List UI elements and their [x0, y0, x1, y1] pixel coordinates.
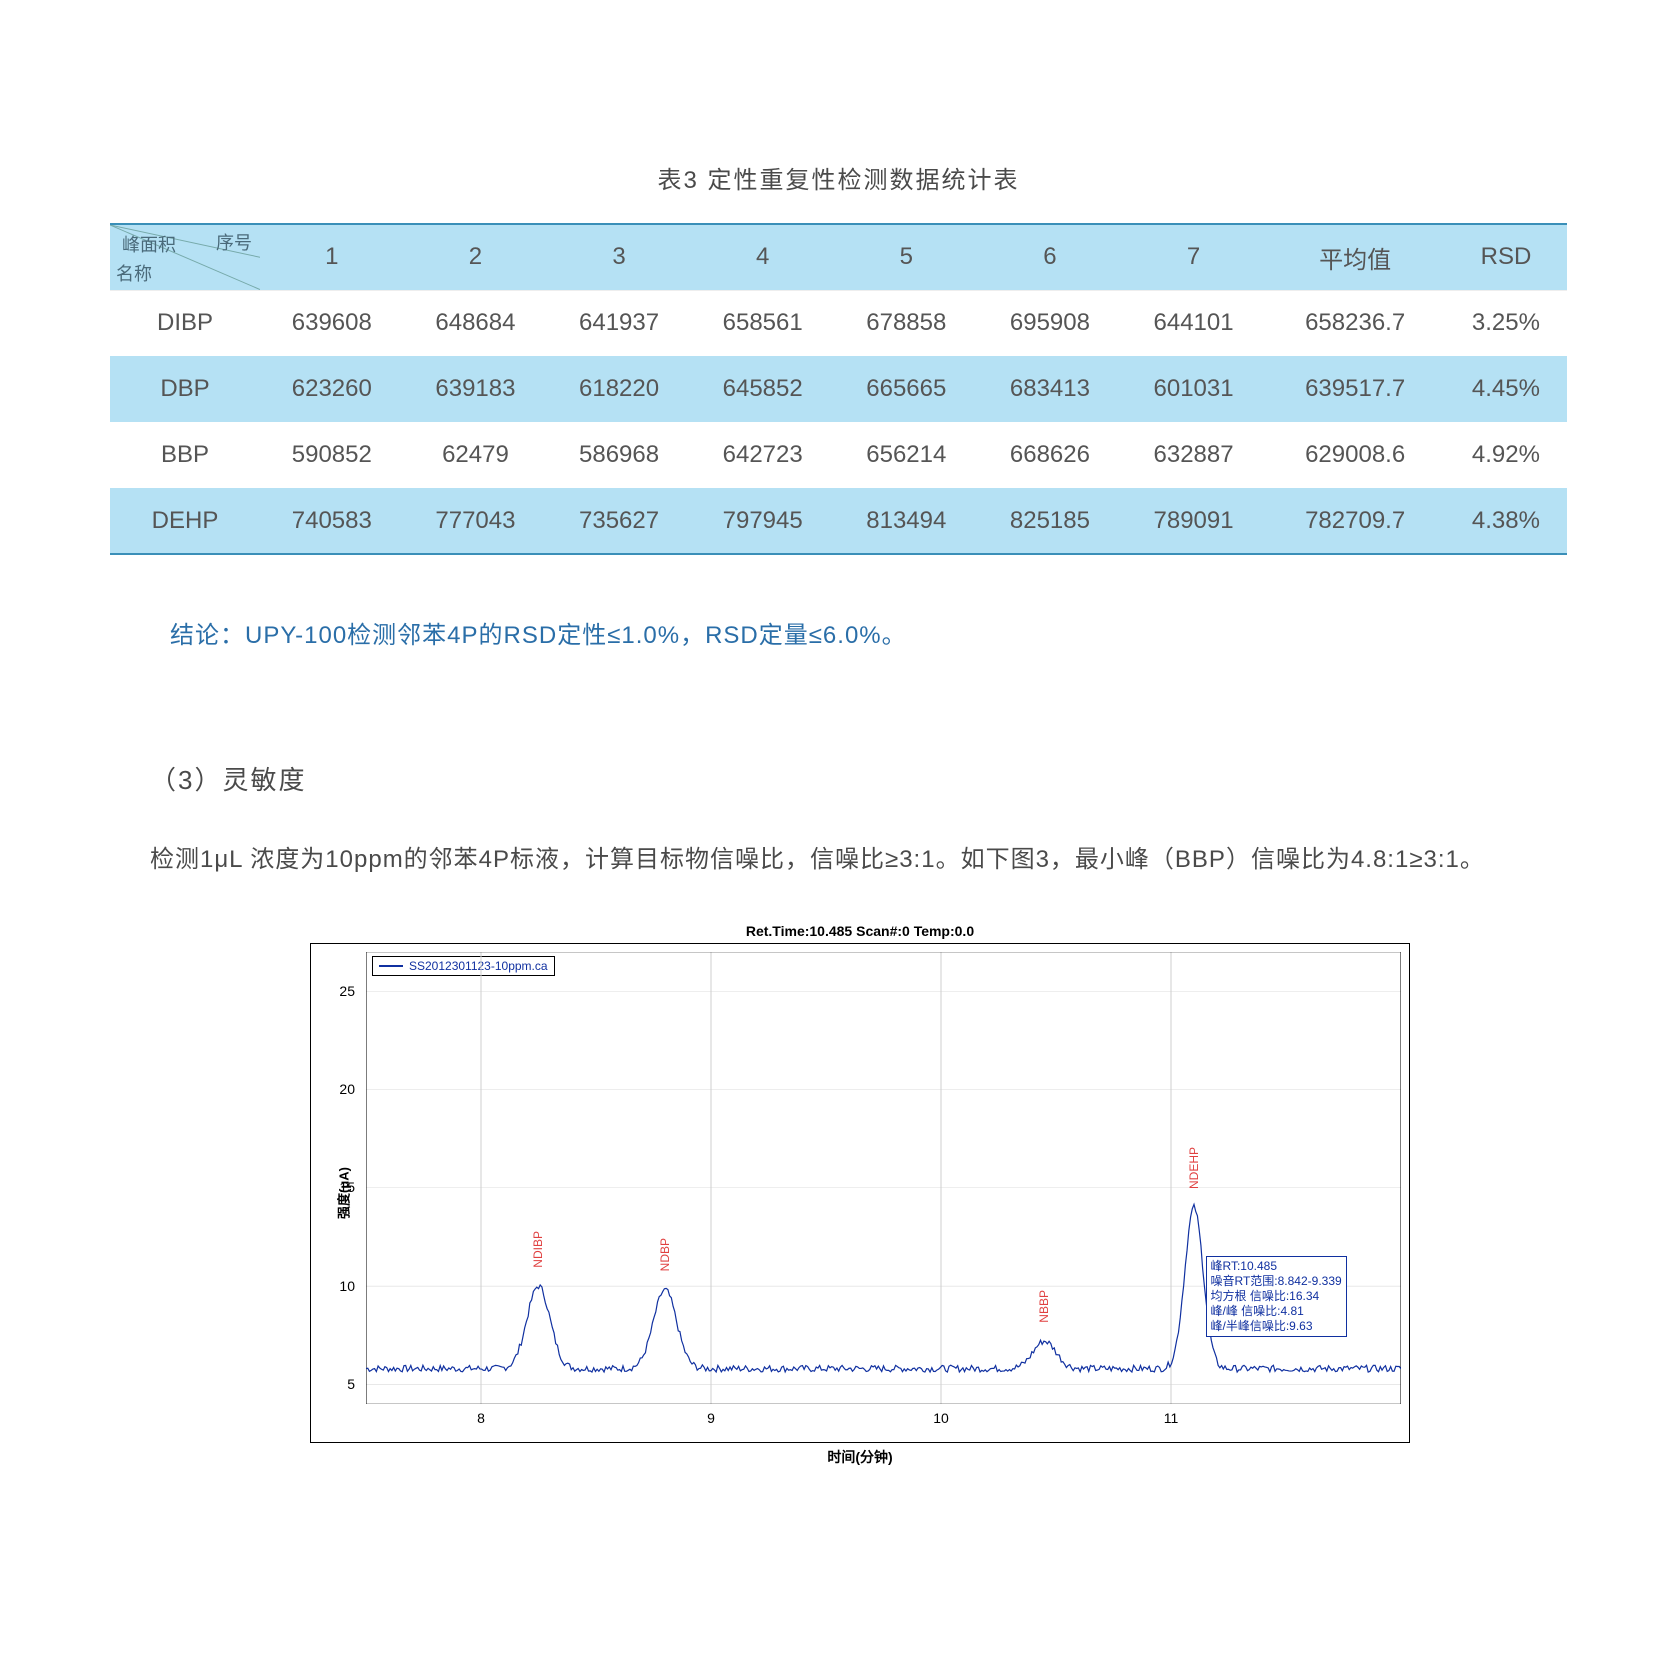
x-tick: 10 [933, 1410, 949, 1426]
cell: 62479 [404, 422, 548, 488]
table-title: 表3 定性重复性检测数据统计表 [110, 160, 1567, 195]
cell: 695908 [978, 290, 1122, 356]
row-name: DIBP [110, 290, 260, 356]
cell: 639183 [404, 356, 548, 422]
cell: 789091 [1122, 488, 1266, 554]
info-line: 噪音RT范围:8.842-9.339 [1211, 1274, 1342, 1289]
col-3: 3 [547, 224, 691, 290]
section-heading: （3）灵敏度 [150, 760, 1567, 797]
col-6: 6 [978, 224, 1122, 290]
data-table: 序号 峰面积 名称 1 2 3 4 5 6 7 平均值 RSD DIBP6396… [110, 223, 1567, 555]
cell: 642723 [691, 422, 835, 488]
chromatogram-chart: Ret.Time:10.485 Scan#:0 Temp:0.0 强度(μA) … [310, 923, 1410, 1467]
cell: 740583 [260, 488, 404, 554]
cell: 782709.7 [1265, 488, 1445, 554]
col-1: 1 [260, 224, 404, 290]
cell: 668626 [978, 422, 1122, 488]
col-2: 2 [404, 224, 548, 290]
col-4: 4 [691, 224, 835, 290]
cell: 658561 [691, 290, 835, 356]
y-tick: 5 [347, 1376, 355, 1392]
peak-label: NDIBP [531, 1231, 545, 1268]
peak-label: NDEHP [1187, 1147, 1201, 1189]
chart-title: Ret.Time:10.485 Scan#:0 Temp:0.0 [310, 923, 1410, 939]
chart-frame: 强度(μA) 510152025 SS2012301123-10ppm.ca N… [310, 943, 1410, 1443]
cell: 623260 [260, 356, 404, 422]
col-avg: 平均值 [1265, 224, 1445, 290]
cell: 678858 [835, 290, 979, 356]
cell: 639517.7 [1265, 356, 1445, 422]
cell: 813494 [835, 488, 979, 554]
cell: 618220 [547, 356, 691, 422]
cell: 3.25% [1445, 290, 1567, 356]
x-tick: 9 [707, 1410, 715, 1426]
x-tick: 11 [1164, 1410, 1179, 1426]
paragraph-text: 检测1μL 浓度为10ppm的邻苯4P标液，计算目标物信噪比，信噪比≥3:1。如… [150, 837, 1537, 883]
peak-label: NDBP [658, 1238, 672, 1271]
corner-top: 序号 [216, 229, 252, 255]
cell: 590852 [260, 422, 404, 488]
cell: 777043 [404, 488, 548, 554]
info-line: 峰/峰 信噪比:4.81 [1211, 1304, 1342, 1319]
row-name: DBP [110, 356, 260, 422]
info-line: 均方根 信噪比:16.34 [1211, 1289, 1342, 1304]
col-5: 5 [835, 224, 979, 290]
cell: 601031 [1122, 356, 1266, 422]
cell: 639608 [260, 290, 404, 356]
peak-label: NBBP [1037, 1290, 1051, 1323]
row-name: DEHP [110, 488, 260, 554]
y-tick: 15 [339, 1179, 355, 1195]
cell: 797945 [691, 488, 835, 554]
cell: 648684 [404, 290, 548, 356]
cell: 656214 [835, 422, 979, 488]
corner-cell: 序号 峰面积 名称 [110, 224, 260, 290]
corner-mid: 峰面积 [122, 231, 176, 257]
table-row: BBP5908526247958696864272365621466862663… [110, 422, 1567, 488]
table-row: DBP6232606391836182206458526656656834136… [110, 356, 1567, 422]
cell: 4.45% [1445, 356, 1567, 422]
cell: 632887 [1122, 422, 1266, 488]
conclusion-text: 结论：UPY-100检测邻苯4P的RSD定性≤1.0%，RSD定量≤6.0%。 [170, 615, 1567, 650]
plot-area: SS2012301123-10ppm.ca NDIBPNDBPNBBPNDEHP… [366, 952, 1401, 1404]
table-row: DIBP639608648684641937658561678858695908… [110, 290, 1567, 356]
peak-info-box: 峰RT:10.485噪音RT范围:8.842-9.339均方根 信噪比:16.3… [1206, 1256, 1347, 1337]
table-row: DEHP740583777043735627797945813494825185… [110, 488, 1567, 554]
info-line: 峰/半峰信噪比:9.63 [1211, 1319, 1342, 1334]
cell: 641937 [547, 290, 691, 356]
cell: 665665 [835, 356, 979, 422]
cell: 644101 [1122, 290, 1266, 356]
x-axis-label: 时间(分钟) [310, 1447, 1410, 1467]
y-tick: 10 [339, 1278, 355, 1294]
info-line: 峰RT:10.485 [1211, 1259, 1342, 1274]
col-rsd: RSD [1445, 224, 1567, 290]
cell: 683413 [978, 356, 1122, 422]
cell: 825185 [978, 488, 1122, 554]
x-tick: 8 [477, 1410, 485, 1426]
cell: 629008.6 [1265, 422, 1445, 488]
cell: 586968 [547, 422, 691, 488]
row-name: BBP [110, 422, 260, 488]
cell: 735627 [547, 488, 691, 554]
cell: 658236.7 [1265, 290, 1445, 356]
cell: 4.38% [1445, 488, 1567, 554]
cell: 645852 [691, 356, 835, 422]
col-7: 7 [1122, 224, 1266, 290]
cell: 4.92% [1445, 422, 1567, 488]
y-tick: 20 [339, 1081, 355, 1097]
y-ticks: 5 10 15 20 25 [311, 952, 361, 1404]
corner-bot: 名称 [116, 260, 152, 286]
y-tick: 25 [339, 983, 355, 999]
x-ticks: 8 9 10 11 [366, 1410, 1401, 1430]
